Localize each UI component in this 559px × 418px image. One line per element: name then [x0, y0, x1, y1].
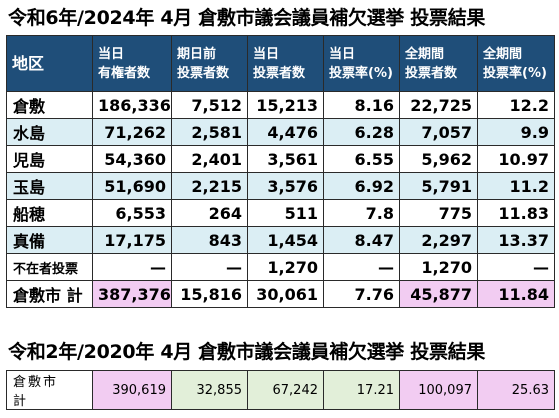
header-region: 地区: [6, 35, 93, 92]
table-cell: 7,512: [171, 91, 248, 119]
title-current-election: 令和6年/2024年 4月 倉敷市議会議員補欠選挙 投票結果: [8, 7, 486, 29]
header-total-voters: 全期間 投票者数: [399, 35, 478, 92]
table-cell: —: [323, 253, 400, 281]
table-cell: 6,553: [92, 199, 172, 227]
header-total-turnout: 全期間 投票率(%): [477, 35, 555, 92]
total-day-voters: 30,061: [247, 280, 324, 308]
table-cell: 775: [399, 199, 478, 227]
previous-total-label: 倉敷市 計: [6, 370, 93, 410]
table-cell: 8.16: [323, 91, 400, 119]
results-table-2020: 倉敷市 計 390,619 32,855 67,242 17.21 100,09…: [6, 370, 555, 410]
table-cell: 186,336: [92, 91, 172, 119]
previous-eligible-voters: 390,619: [92, 370, 172, 410]
table-row: 真備 17,175 843 1,454 8.47 2,297 13.37: [6, 226, 555, 254]
table-cell: 6.55: [323, 145, 400, 173]
results-table-2024: 地区 当日 有権者数 期日前 投票者数 当日 投票者数 当日 投票率(%) 全期間 投票者…: [6, 35, 555, 308]
previous-day-turnout: 17.21: [323, 370, 400, 410]
table-cell: 6.28: [323, 118, 400, 146]
table-cell: 6.92: [323, 172, 400, 200]
table-row: 水島 71,262 2,581 4,476 6.28 7,057 9.9: [6, 118, 555, 146]
table-header-row: 地区 当日 有権者数 期日前 投票者数 当日 投票者数 当日 投票率(%) 全期間 投票者…: [6, 35, 555, 92]
table-cell: 2,297: [399, 226, 478, 254]
table-cell: 3,576: [247, 172, 324, 200]
table-cell: 511: [247, 199, 324, 227]
total-early-voters: 15,816: [171, 280, 248, 308]
table-cell: 1,454: [247, 226, 324, 254]
previous-all-voters: 100,097: [399, 370, 478, 410]
region-name: 船穂: [6, 199, 93, 227]
previous-total-row: 倉敷市 計 390,619 32,855 67,242 17.21 100,09…: [6, 370, 555, 410]
table-row: 玉島 51,690 2,215 3,576 6.92 5,791 11.2: [6, 172, 555, 200]
total-all-turnout: 11.84: [477, 280, 555, 308]
total-all-voters: 45,877: [399, 280, 478, 308]
region-name: 不在者投票: [6, 253, 93, 281]
region-name: 真備: [6, 226, 93, 254]
total-label: 倉敷市 計: [6, 280, 93, 308]
table-cell: 71,262: [92, 118, 172, 146]
previous-early-voters: 32,855: [171, 370, 248, 410]
table-cell: 9.9: [477, 118, 555, 146]
table-cell: 22,725: [399, 91, 478, 119]
table-cell: 10.97: [477, 145, 555, 173]
total-row: 倉敷市 計 387,376 15,816 30,061 7.76 45,877 …: [6, 280, 555, 308]
table-cell: 2,581: [171, 118, 248, 146]
table-cell: 51,690: [92, 172, 172, 200]
region-name: 水島: [6, 118, 93, 146]
header-day-turnout: 当日 投票率(%): [323, 35, 400, 92]
previous-all-turnout: 25.63: [477, 370, 555, 410]
table-cell: 8.47: [323, 226, 400, 254]
table-cell: 11.2: [477, 172, 555, 200]
table-cell: 1,270: [247, 253, 324, 281]
previous-day-voters: 67,242: [247, 370, 324, 410]
table-cell: 843: [171, 226, 248, 254]
table-row: 児島 54,360 2,401 3,561 6.55 5,962 10.97: [6, 145, 555, 173]
table-cell: 54,360: [92, 145, 172, 173]
table-row: 船穂 6,553 264 511 7.8 775 11.83: [6, 199, 555, 227]
table-row: 倉敷 186,336 7,512 15,213 8.16 22,725 12.2: [6, 91, 555, 119]
table-cell: 2,401: [171, 145, 248, 173]
table-cell: 11.83: [477, 199, 555, 227]
table-cell: —: [477, 253, 555, 281]
region-name: 児島: [6, 145, 93, 173]
region-name: 玉島: [6, 172, 93, 200]
table-cell: 12.2: [477, 91, 555, 119]
table-cell: 7.8: [323, 199, 400, 227]
header-early-voters: 期日前 投票者数: [171, 35, 248, 92]
table-cell: 15,213: [247, 91, 324, 119]
table-cell: 1,270: [399, 253, 478, 281]
header-eligible-voters: 当日 有権者数: [92, 35, 172, 92]
table-cell: —: [92, 253, 172, 281]
table-cell: —: [171, 253, 248, 281]
table-cell: 7,057: [399, 118, 478, 146]
table-cell: 2,215: [171, 172, 248, 200]
table-cell: 4,476: [247, 118, 324, 146]
table-cell: 5,962: [399, 145, 478, 173]
total-eligible-voters: 387,376: [92, 280, 172, 308]
title-previous-election: 令和2年/2020年 4月 倉敷市議会議員補欠選挙 投票結果: [8, 341, 486, 363]
table-row: 不在者投票 — — 1,270 — 1,270 —: [6, 253, 555, 281]
table-cell: 264: [171, 199, 248, 227]
table-cell: 17,175: [92, 226, 172, 254]
region-name: 倉敷: [6, 91, 93, 119]
total-day-turnout: 7.76: [323, 280, 400, 308]
table-cell: 5,791: [399, 172, 478, 200]
table-cell: 3,561: [247, 145, 324, 173]
header-day-voters: 当日 投票者数: [247, 35, 324, 92]
table-cell: 13.37: [477, 226, 555, 254]
